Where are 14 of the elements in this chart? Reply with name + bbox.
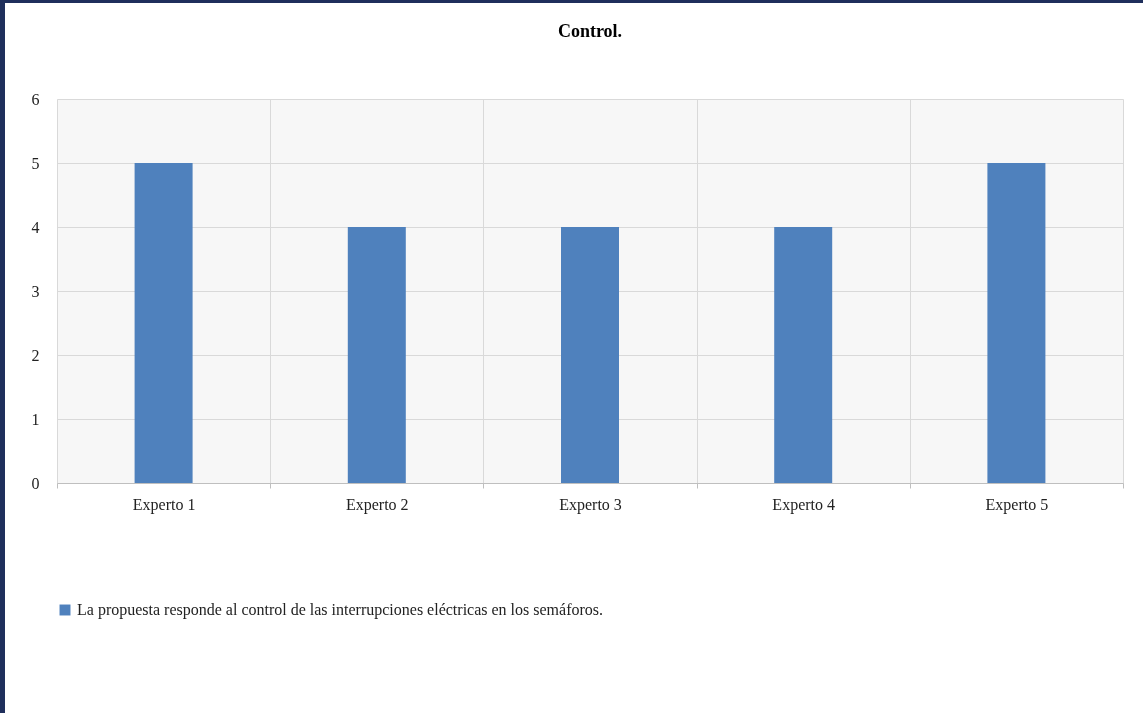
legend-label: La propuesta responde al control de las interrupciones eléctricas en los semáforos. <box>77 601 604 619</box>
y-tick-label: 2 <box>31 346 40 364</box>
y-tick-label: 5 <box>31 154 40 172</box>
y-tick-label: 6 <box>31 90 40 108</box>
x-tick-label: Experto 5 <box>985 495 1049 514</box>
x-tick-label: Experto 1 <box>132 495 196 514</box>
x-tick-label: Experto 4 <box>772 495 836 514</box>
chart-title: Control. <box>557 21 623 41</box>
y-tick-label: 3 <box>31 282 40 300</box>
y-tick-label: 0 <box>31 474 40 492</box>
x-tick-label: Experto 2 <box>345 495 409 514</box>
y-tick-label: 4 <box>31 218 40 236</box>
x-tick-label: Experto 3 <box>559 495 622 514</box>
y-tick-label: 1 <box>31 410 40 428</box>
